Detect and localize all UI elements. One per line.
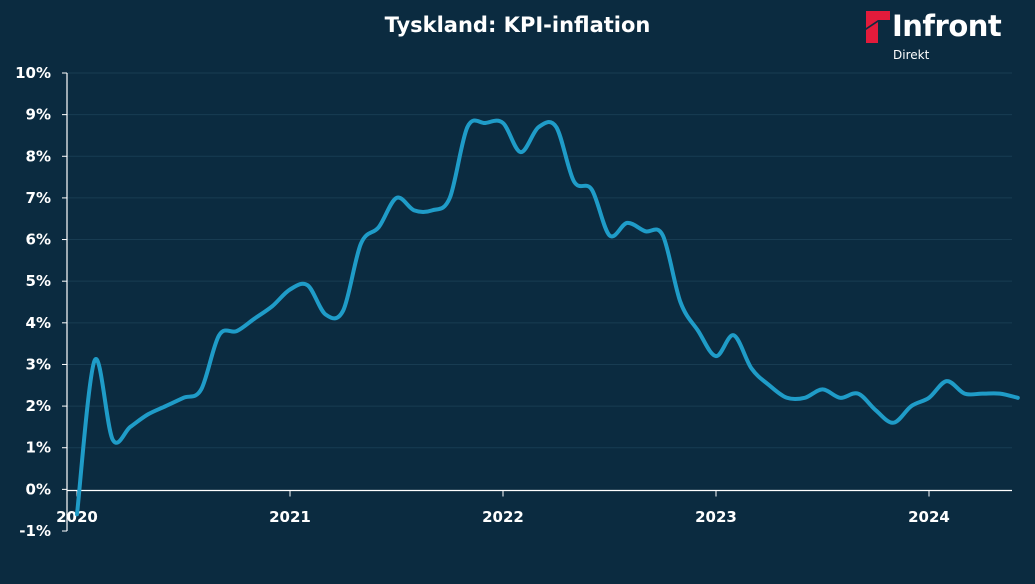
y-tick-label: -1% xyxy=(19,522,51,540)
y-tick-label: 9% xyxy=(26,106,51,124)
x-tick-label: 2021 xyxy=(269,508,311,526)
logo-subtitle: Direkt xyxy=(893,48,930,62)
y-tick-label: 1% xyxy=(26,439,51,457)
x-tick-label: 2023 xyxy=(695,508,737,526)
y-tick-label: 4% xyxy=(26,314,51,332)
y-tick-label: 0% xyxy=(26,480,51,498)
y-tick-label: 5% xyxy=(26,272,51,290)
y-tick-label: 7% xyxy=(26,189,51,207)
brand-logo: Infront Direkt xyxy=(866,9,1026,65)
y-tick-label: 10% xyxy=(15,64,51,82)
x-tick-label: 2020 xyxy=(56,508,98,526)
logo-name: Infront xyxy=(892,9,1002,43)
x-tick-label: 2022 xyxy=(482,508,524,526)
series-layer xyxy=(75,118,1020,517)
y-tick-label: 6% xyxy=(26,231,51,249)
grid-lines xyxy=(67,72,1012,449)
x-axis-tick-labels: 2020 2021 2022 2023 2024 xyxy=(56,508,950,526)
y-tick-label: 8% xyxy=(26,147,51,165)
logo-mark-upper-shape xyxy=(866,11,890,28)
infront-logo-icon xyxy=(866,11,890,43)
logo-mark-lower-shape xyxy=(866,22,878,43)
y-tick-label: 3% xyxy=(26,355,51,373)
x-tick-label: 2024 xyxy=(908,508,950,526)
axes xyxy=(62,72,1012,532)
series-line-kpi xyxy=(75,118,1020,517)
y-tick-label: 2% xyxy=(26,397,51,415)
y-axis-tick-labels: -1% 0% 1% 2% 3% 4% 5% 6% 7% 8% 9% 10% xyxy=(15,64,51,540)
chart-title: Tyskland: KPI-inflation xyxy=(384,13,651,37)
